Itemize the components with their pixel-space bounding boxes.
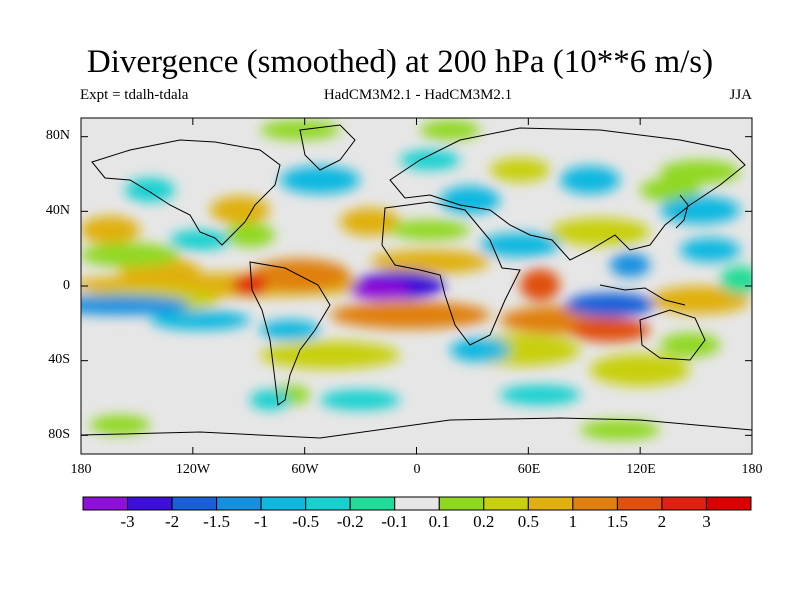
- blob-cool: [480, 233, 560, 257]
- colorbar-label: -0.1: [381, 512, 409, 531]
- coast-north-america: [91, 139, 281, 246]
- lon-label-120e: 120E: [626, 462, 656, 477]
- blob-green: [580, 420, 660, 440]
- coast-indonesia: [599, 284, 686, 306]
- coast-japan: [675, 194, 689, 229]
- colorbar-swatch: [349, 496, 396, 511]
- colorbar-swatch: [216, 496, 262, 511]
- blob-warm: [650, 286, 750, 314]
- colorbar-label: -1.5: [203, 512, 231, 531]
- blob-green: [420, 120, 480, 140]
- blob-green: [640, 178, 700, 202]
- colorbar-swatch: [260, 496, 307, 511]
- blob-cool: [440, 186, 500, 214]
- lon-label-180w: 180: [70, 462, 92, 477]
- lon-label-0: 0: [413, 462, 421, 477]
- blob-cool: [660, 196, 740, 224]
- blob-warm: [81, 216, 140, 244]
- lat-label-40n: 40N: [45, 203, 70, 218]
- blob-cool: [320, 390, 400, 410]
- blob-cool: [610, 253, 650, 277]
- season-label: JJA: [729, 87, 752, 103]
- blob-warm: [210, 196, 270, 224]
- blob-cool: [565, 293, 655, 317]
- blob-warm: [340, 208, 400, 236]
- blob-core: [520, 269, 560, 301]
- lon-label-60w: 60W: [291, 462, 319, 477]
- blob-core: [232, 275, 268, 295]
- experiment-label: Expt = tdalh-tdala: [80, 87, 189, 103]
- blob-cool-core: [350, 280, 410, 300]
- lat-label-0: 0: [63, 278, 70, 293]
- colorbar-swatch: [171, 496, 218, 511]
- colorbar-label: 3: [702, 512, 711, 531]
- colorbar-swatch: [616, 496, 663, 511]
- blob-warm: [660, 160, 740, 184]
- blob-warm: [250, 259, 350, 291]
- colorbar-swatch: [483, 496, 529, 511]
- model-label: HadCM3M2.1 - HadCM3M2.1: [323, 87, 513, 103]
- colorbar-label: 0.2: [473, 512, 495, 531]
- colorbar-label: 0.5: [517, 512, 539, 531]
- blob-warm: [590, 354, 690, 386]
- blob-cool: [150, 310, 250, 330]
- blob-cool: [400, 150, 460, 170]
- blob-cool: [560, 166, 620, 194]
- axis-ticks: [80, 118, 753, 454]
- coast-australia: [639, 309, 706, 361]
- lat-label-80s: 80S: [48, 427, 70, 442]
- lon-label-120w: 120W: [175, 462, 211, 477]
- colorbar-swatch: [305, 496, 351, 511]
- colorbar-swatch: [527, 496, 574, 511]
- colorbar-label: 1.5: [606, 512, 629, 531]
- coast-eurasia: [389, 127, 746, 261]
- page-title: Divergence (smoothed) at 200 hPa (10**6 …: [86, 44, 714, 80]
- colorbar-label: 1: [568, 512, 578, 531]
- colorbar-label: -3: [120, 512, 135, 531]
- colorbar-swatch: [127, 496, 173, 511]
- lon-label-60e: 60E: [517, 462, 541, 477]
- colorbar-label: -0.2: [336, 512, 364, 531]
- coastlines: [81, 124, 752, 439]
- blob-cool: [680, 238, 740, 262]
- blob-core: [570, 318, 650, 342]
- colorbar-label: -2: [164, 512, 180, 531]
- coast-africa: [381, 201, 521, 346]
- blob-cool: [250, 390, 290, 410]
- colorbar-label: -0.5: [292, 512, 320, 531]
- blob-cool: [720, 266, 752, 294]
- coast-south-america: [249, 261, 331, 406]
- colorbar-label: 0.1: [428, 512, 450, 531]
- colorbar-label: 2: [657, 512, 667, 531]
- blob-yellow: [81, 243, 180, 267]
- lat-label-80n: 80N: [45, 128, 70, 143]
- coast-greenland: [299, 124, 356, 171]
- lon-label-180e: 180: [741, 462, 763, 477]
- blob-cool: [450, 338, 510, 362]
- blob-green: [390, 220, 470, 240]
- blob-cool: [500, 385, 580, 405]
- blob-cool: [280, 166, 360, 194]
- blob-warm: [370, 250, 490, 274]
- coast-antarctica: [81, 417, 752, 439]
- blob-green: [90, 415, 150, 435]
- colorbar-swatch: [438, 496, 485, 511]
- blob-cool: [81, 295, 190, 315]
- colorbar-swatch: [705, 496, 752, 511]
- blob-warm: [330, 301, 490, 329]
- blob-warm: [550, 218, 650, 246]
- map-frame: [80, 117, 753, 455]
- blob-warm: [490, 158, 550, 182]
- colorbar-label: -1: [254, 512, 269, 531]
- colorbar-swatch: [82, 496, 129, 511]
- blob-cool: [170, 230, 230, 250]
- colorbar-swatch: [572, 496, 618, 511]
- blob-cool: [260, 320, 320, 340]
- colorbar-swatch: [394, 496, 440, 511]
- lat-label-40s: 40S: [48, 352, 70, 367]
- colorbar-swatch: [661, 496, 707, 511]
